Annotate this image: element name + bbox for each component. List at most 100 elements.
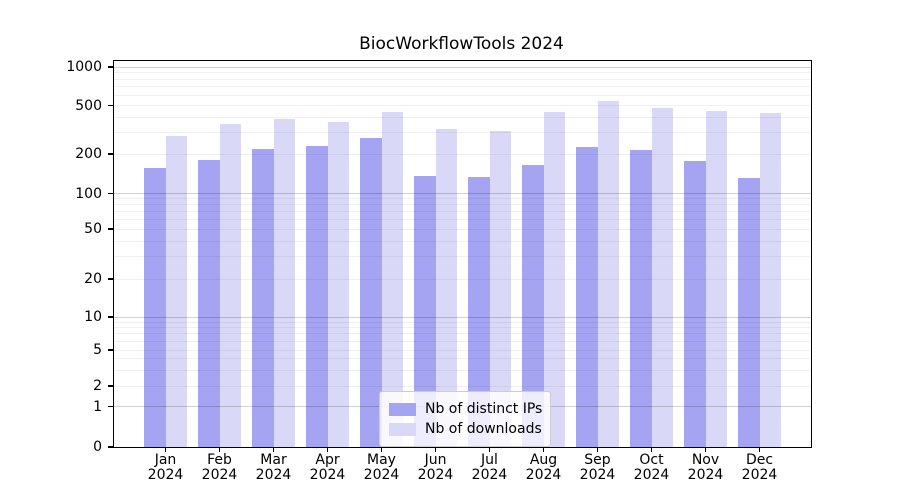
gridline-minor	[114, 86, 811, 88]
bar-downloads	[219, 123, 241, 447]
gridline-minor	[114, 94, 811, 96]
bar-distinct-ips	[576, 147, 598, 447]
gridline-minor	[114, 132, 811, 134]
y-tick-label: 0	[93, 439, 102, 455]
gridline-minor	[114, 78, 811, 80]
x-axis-tick	[434, 447, 437, 452]
gridline-minor	[114, 340, 811, 342]
x-axis-tick	[704, 447, 707, 452]
gridline-minor	[114, 358, 811, 360]
bar-distinct-ips	[684, 161, 706, 447]
y-tick-label: 100	[75, 185, 102, 202]
x-axis-tick	[758, 447, 761, 452]
legend-item-downloads: Nb of downloads	[389, 419, 542, 439]
gridline-minor	[114, 204, 811, 206]
gridline-minor	[114, 116, 811, 118]
gridline-minor	[114, 256, 811, 258]
bar-distinct-ips	[198, 159, 220, 447]
y-axis-tick	[108, 385, 114, 387]
x-tick-label: Aug 2024	[525, 452, 562, 483]
gridline-minor	[114, 105, 811, 106]
y-tick-label: 500	[75, 97, 102, 114]
gridline-minor	[114, 228, 811, 230]
bar-distinct-ips	[630, 150, 652, 447]
x-tick-label: Jan 2024	[147, 452, 184, 483]
x-tick-label: Apr 2024	[309, 452, 346, 483]
x-axis-tick	[218, 447, 221, 452]
x-axis-tick	[272, 447, 275, 452]
bar-downloads	[705, 111, 727, 447]
gridline-minor	[114, 349, 811, 351]
y-axis-tick	[108, 228, 114, 230]
y-axis-tick	[108, 349, 114, 351]
bar-distinct-ips	[738, 178, 760, 447]
gridline-minor	[114, 321, 811, 323]
y-axis-tick	[108, 405, 114, 408]
gridline-minor	[114, 278, 811, 280]
y-tick-label: 2	[93, 378, 102, 394]
x-axis-tick	[326, 447, 329, 452]
x-tick-label: Mar 2024	[255, 452, 292, 483]
bar-downloads	[165, 136, 187, 447]
bar-downloads	[327, 122, 349, 447]
x-tick-label: Jul 2024	[471, 452, 508, 483]
y-tick-label: 1	[93, 398, 102, 415]
legend: Nb of distinct IPs Nb of downloads	[379, 391, 551, 447]
gridline-minor	[114, 333, 811, 335]
axes-layer: 0 1 2 5 10 20 50 100 200 500 1000 Jan 2024 Feb 2024 Mar…	[66, 59, 811, 483]
gridline-minor	[114, 198, 811, 200]
x-tick-label: Jun 2024	[417, 452, 454, 483]
y-tick-label: 200	[75, 146, 102, 162]
x-tick-label: Oct 2024	[633, 452, 670, 483]
x-tick-label: May 2024	[363, 452, 400, 483]
y-tick-label: 1000	[66, 59, 102, 75]
x-axis-tick	[380, 447, 383, 452]
gridlines-layer	[114, 61, 811, 447]
y-axis-tick	[108, 278, 114, 280]
x-tick-label: Feb 2024	[201, 452, 238, 483]
gridline-decade	[114, 66, 811, 68]
y-tick-label: 5	[93, 342, 102, 358]
gridline-minor	[114, 153, 811, 155]
y-axis-tick	[108, 153, 114, 155]
y-tick-label: 20	[84, 271, 102, 287]
y-axis-tick	[108, 66, 114, 68]
x-tick-label: Nov 2024	[687, 452, 724, 483]
y-axis-tick	[108, 104, 114, 107]
gridline-minor	[114, 240, 811, 242]
y-axis-tick	[108, 446, 114, 448]
legend-label-downloads: Nb of downloads	[425, 421, 542, 437]
legend-swatch-downloads-icon	[389, 422, 416, 436]
x-axis-tick	[596, 447, 599, 452]
gridline-minor	[114, 211, 811, 213]
gridline-minor	[114, 72, 811, 74]
gridline-minor	[114, 327, 811, 329]
gridline-minor	[114, 369, 811, 371]
plot-area: 0 1 2 5 10 20 50 100 200 500 1000 Jan 2024 Feb 2024 Mar…	[66, 59, 812, 483]
x-axis-tick	[164, 447, 167, 452]
bar-distinct-ips	[252, 149, 274, 447]
y-tick-label: 50	[84, 221, 102, 237]
legend-item-distinct-ips: Nb of distinct IPs	[389, 399, 543, 419]
legend-label-distinct-ips: Nb of distinct IPs	[425, 401, 543, 417]
x-axis-tick	[650, 447, 653, 452]
y-tick-label: 10	[84, 309, 102, 325]
x-axis-tick	[542, 447, 545, 452]
bar-downloads	[651, 107, 673, 447]
bar-downloads	[273, 118, 295, 447]
bar-downloads	[597, 100, 619, 447]
bar-downloads	[759, 112, 781, 447]
y-axis-tick	[108, 192, 114, 195]
x-tick-label: Sep 2024	[579, 452, 616, 483]
gridline-minor	[114, 385, 811, 387]
legend-swatch-distinct-ips-icon	[389, 402, 416, 416]
gridline-decade	[114, 316, 811, 318]
gridline-decade	[114, 193, 811, 194]
bars-layer	[114, 61, 811, 447]
x-axis-tick	[488, 447, 491, 452]
bar-distinct-ips	[306, 145, 328, 447]
gridline-minor	[114, 219, 811, 221]
bar-distinct-ips	[144, 168, 166, 447]
chart-title: BiocWorkflowTools 2024	[359, 34, 564, 54]
